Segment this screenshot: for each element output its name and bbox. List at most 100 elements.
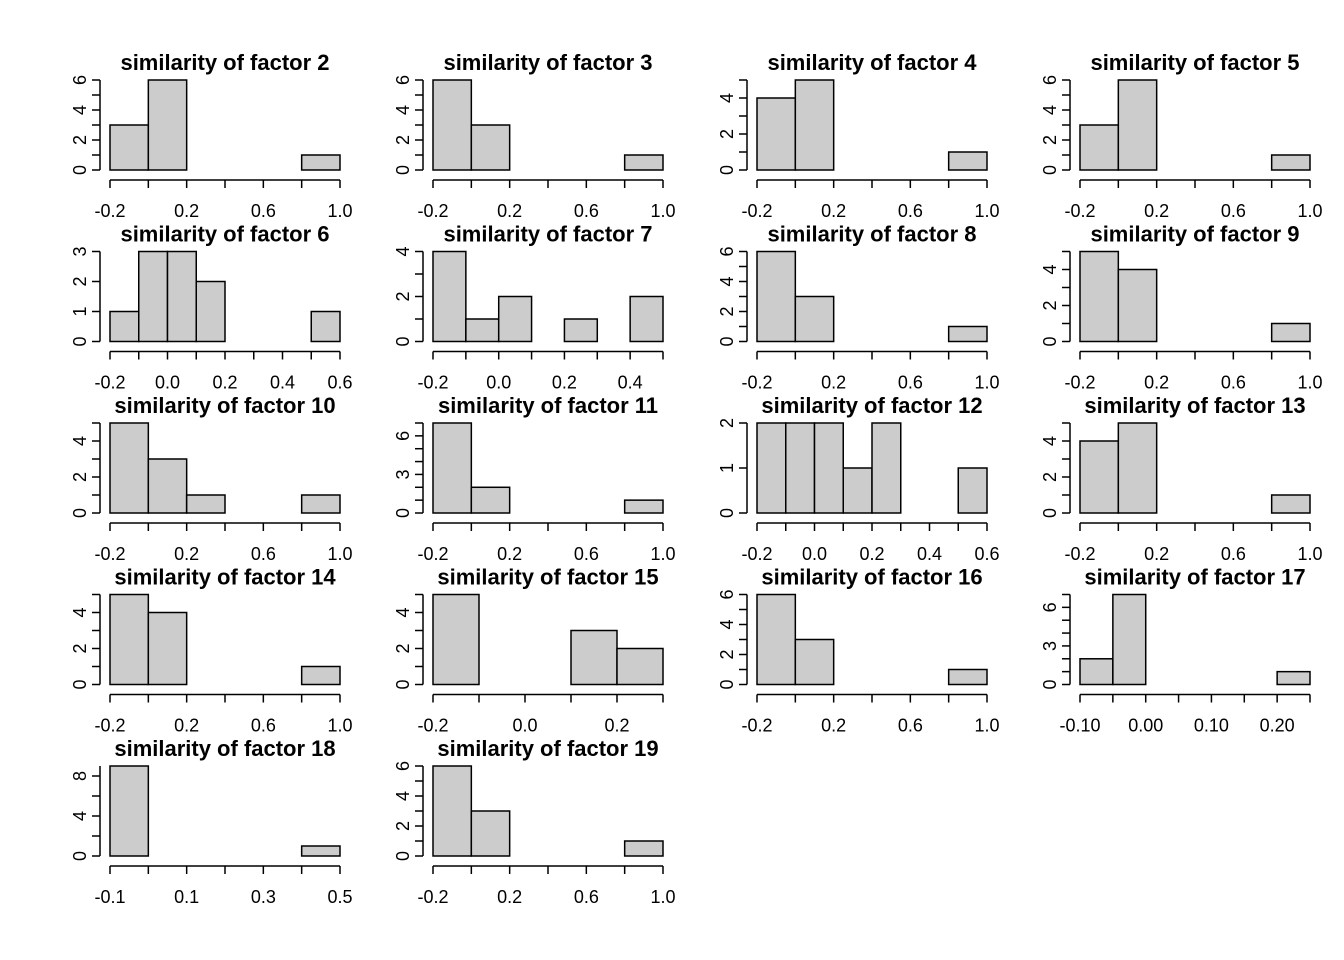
x-tick-label: 0.2 [1144, 373, 1169, 393]
y-tick-label: 3 [70, 246, 90, 256]
y-tick-label: 2 [393, 291, 413, 301]
bar [432, 79, 473, 171]
x-tick-label: 0.2 [821, 201, 846, 221]
bar [432, 250, 467, 343]
x-tick-label: 1.0 [974, 201, 999, 221]
y-tick-label: 0 [70, 165, 90, 175]
bar [756, 593, 797, 686]
y-tick-label: 0 [717, 336, 737, 346]
x-tick-label: 0.6 [1221, 201, 1246, 221]
bar [300, 845, 341, 857]
bar [1079, 250, 1120, 343]
bar [616, 647, 664, 686]
chart-title: similarity of factor 6 [120, 222, 329, 247]
x-tick-label: 0.4 [270, 373, 295, 393]
x-tick-label: -0.1 [94, 887, 125, 907]
x-tick-label: 1.0 [650, 544, 675, 564]
x-tick-label: 0.2 [859, 544, 884, 564]
chart-title: similarity of factor 5 [1090, 50, 1299, 75]
x-tick-label: 0.0 [512, 716, 537, 736]
y-tick-label: 4 [717, 619, 737, 629]
bar [794, 295, 835, 343]
y-tick-label: 2 [70, 472, 90, 482]
x-tick-label: -0.2 [1064, 373, 1095, 393]
x-tick-label: 1.0 [974, 716, 999, 736]
chart-title: similarity of factor 19 [437, 736, 658, 761]
x-tick-label: -0.2 [1064, 201, 1095, 221]
bar [147, 611, 188, 686]
bar [166, 250, 197, 343]
y-tick-label: 4 [1040, 105, 1060, 115]
y-tick-label: 6 [393, 431, 413, 441]
y-tick-label: 2 [1040, 300, 1060, 310]
chart-title: similarity of factor 16 [761, 565, 982, 590]
bar [756, 422, 787, 514]
bar [1276, 670, 1311, 686]
bar [785, 422, 816, 514]
bar [756, 250, 797, 343]
x-tick-label: 0.2 [497, 887, 522, 907]
y-tick-label: 2 [70, 643, 90, 653]
x-tick-label: 0.00 [1128, 716, 1163, 736]
x-tick-label: -0.2 [1064, 544, 1095, 564]
bar [300, 665, 341, 686]
y-tick-label: 0 [717, 165, 737, 175]
y-tick-label: 4 [1040, 436, 1060, 446]
bar [138, 250, 169, 343]
y-tick-label: 0 [1040, 165, 1060, 175]
x-tick-label: -0.2 [417, 373, 448, 393]
bar [432, 593, 480, 686]
chart-title: similarity of factor 12 [761, 393, 982, 418]
y-tick-label: 6 [393, 75, 413, 85]
x-tick-label: 1.0 [1297, 544, 1322, 564]
chart-title: similarity of factor 10 [114, 393, 335, 418]
x-tick-label: -0.2 [741, 544, 772, 564]
y-tick-label: 2 [717, 129, 737, 139]
bar [1079, 440, 1120, 514]
x-tick-label: 0.6 [574, 887, 599, 907]
bar [147, 79, 188, 171]
x-tick-label: 0.2 [174, 544, 199, 564]
y-tick-label: 4 [1040, 264, 1060, 274]
y-tick-label: 4 [393, 105, 413, 115]
x-tick-label: 1.0 [974, 373, 999, 393]
x-tick-label: 0.6 [898, 201, 923, 221]
x-tick-label: -0.2 [94, 716, 125, 736]
x-tick-label: -0.2 [741, 373, 772, 393]
bar [1117, 79, 1158, 171]
bar [185, 494, 226, 514]
bar [794, 638, 835, 686]
x-tick-label: 1.0 [1297, 373, 1322, 393]
x-tick-label: 0.6 [327, 373, 352, 393]
x-tick-label: 0.6 [1221, 544, 1246, 564]
x-tick-label: -0.2 [741, 201, 772, 221]
x-tick-label: 0.2 [174, 716, 199, 736]
x-tick-label: 0.2 [552, 373, 577, 393]
y-tick-label: 0 [70, 851, 90, 861]
x-tick-label: 0.0 [802, 544, 827, 564]
y-tick-label: 2 [1040, 472, 1060, 482]
bar [1270, 322, 1311, 343]
y-tick-label: 2 [70, 135, 90, 145]
chart-title: similarity of factor 7 [443, 222, 652, 247]
y-tick-label: 0 [70, 336, 90, 346]
x-tick-label: 0.10 [1194, 716, 1229, 736]
y-tick-label: 1 [70, 306, 90, 316]
x-tick-label: 0.6 [251, 544, 276, 564]
x-tick-label: 0.4 [917, 544, 942, 564]
bar [570, 629, 618, 686]
y-tick-label: 4 [393, 791, 413, 801]
y-tick-label: 2 [717, 649, 737, 659]
y-tick-label: 0 [393, 851, 413, 861]
x-tick-label: 0.2 [821, 373, 846, 393]
bar [947, 668, 988, 686]
x-tick-label: -0.2 [94, 544, 125, 564]
y-tick-label: 4 [717, 93, 737, 103]
bar [109, 124, 150, 171]
x-tick-label: 1.0 [1297, 201, 1322, 221]
y-tick-label: 6 [717, 589, 737, 599]
bar [109, 310, 140, 343]
x-tick-label: -0.10 [1059, 716, 1100, 736]
bar [1270, 154, 1311, 171]
